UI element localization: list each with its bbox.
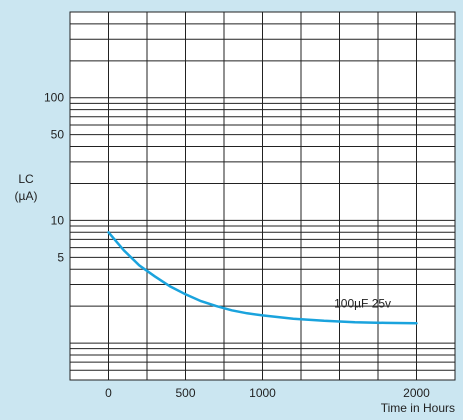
y-axis-label: LC [18, 172, 34, 186]
x-tick-label: 1000 [249, 386, 276, 400]
y-tick-label: 10 [51, 213, 65, 227]
y-tick-labels: 5 10 50 100 [44, 91, 64, 265]
series-group: 100µF 25v [107, 231, 418, 325]
grid [70, 12, 455, 380]
series-line [107, 231, 418, 325]
x-tick-label: 0 [105, 386, 112, 400]
x-axis-label: Time in Hours [381, 401, 455, 415]
x-tick-labels: 0 500 1000 2000 [105, 386, 430, 400]
x-tick-label: 500 [175, 386, 195, 400]
y-tick-label: 100 [44, 91, 64, 105]
series-label: 100µF 25v [334, 297, 391, 311]
y-tick-label: 5 [57, 250, 64, 264]
y-tick-label: 50 [51, 128, 65, 142]
x-tick-label: 2000 [403, 386, 430, 400]
y-axis-unit: (µA) [15, 189, 38, 203]
